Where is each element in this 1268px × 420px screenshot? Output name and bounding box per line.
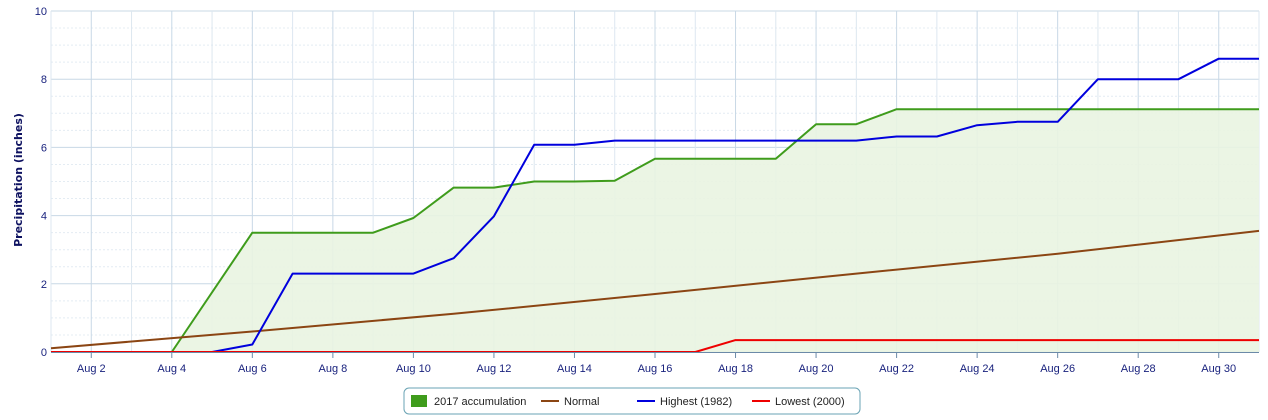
legend-box — [403, 387, 861, 415]
x-axis-ticks: Aug 2 Aug 4 Aug 6 Aug 8 Aug 10 Aug 12 Aug 14 Au… — [77, 352, 1236, 375]
x-tick-label: Aug 6 — [238, 363, 267, 375]
y-tick-label: 4 — [41, 211, 47, 223]
series-line-highest-1982 — [51, 57, 1259, 353]
x-tick-label: Aug 26 — [1040, 363, 1075, 375]
legend-item-normal[interactable]: Normal — [541, 396, 599, 408]
series-line-2017-accumulation — [170, 108, 1259, 353]
legend-label: 2017 accumulation — [434, 396, 526, 408]
legend-swatch — [411, 395, 427, 407]
series-area-2017-accumulation — [171, 109, 1259, 352]
legend-label: Lowest (2000) — [775, 396, 845, 408]
y-tick-label: 0 — [41, 347, 47, 359]
x-tick-label: Aug 18 — [718, 363, 753, 375]
legend-item-2017-accumulation[interactable]: 2017 accumulation — [411, 395, 526, 408]
x-tick-label: Aug 10 — [396, 363, 431, 375]
y-tick-label: 6 — [41, 142, 47, 154]
y-tick-label: 2 — [41, 279, 47, 291]
x-tick-label: Aug 2 — [77, 363, 106, 375]
x-tick-label: Aug 20 — [799, 363, 834, 375]
series-line-normal — [50, 229, 1260, 350]
legend-item-highest-1982[interactable]: Highest (1982) — [637, 396, 732, 408]
series-layer — [50, 57, 1260, 353]
y-axis-ticks: 0 2 4 6 8 10 — [35, 6, 47, 359]
x-tick-label: Aug 24 — [960, 363, 995, 375]
x-tick-label: Aug 8 — [318, 363, 347, 375]
x-tick-label: Aug 14 — [557, 363, 592, 375]
x-tick-label: Aug 30 — [1201, 363, 1236, 375]
x-tick-label: Aug 16 — [638, 363, 673, 375]
y-tick-label: 10 — [35, 6, 47, 18]
legend-label: Normal — [564, 396, 599, 408]
x-tick-label: Aug 12 — [476, 363, 511, 375]
x-tick-label: Aug 22 — [879, 363, 914, 375]
legend-item-lowest-2000[interactable]: Lowest (2000) — [752, 396, 845, 408]
x-tick-label: Aug 4 — [157, 363, 186, 375]
series-line-lowest-2000 — [51, 339, 1259, 353]
x-tick-label: Aug 28 — [1121, 363, 1156, 375]
legend-label: Highest (1982) — [660, 396, 732, 408]
y-axis-title: Precipitation (inches) — [12, 113, 25, 247]
y-tick-label: 8 — [41, 74, 47, 86]
legend: 2017 accumulation Normal Highest (1982) Low… — [403, 387, 861, 415]
